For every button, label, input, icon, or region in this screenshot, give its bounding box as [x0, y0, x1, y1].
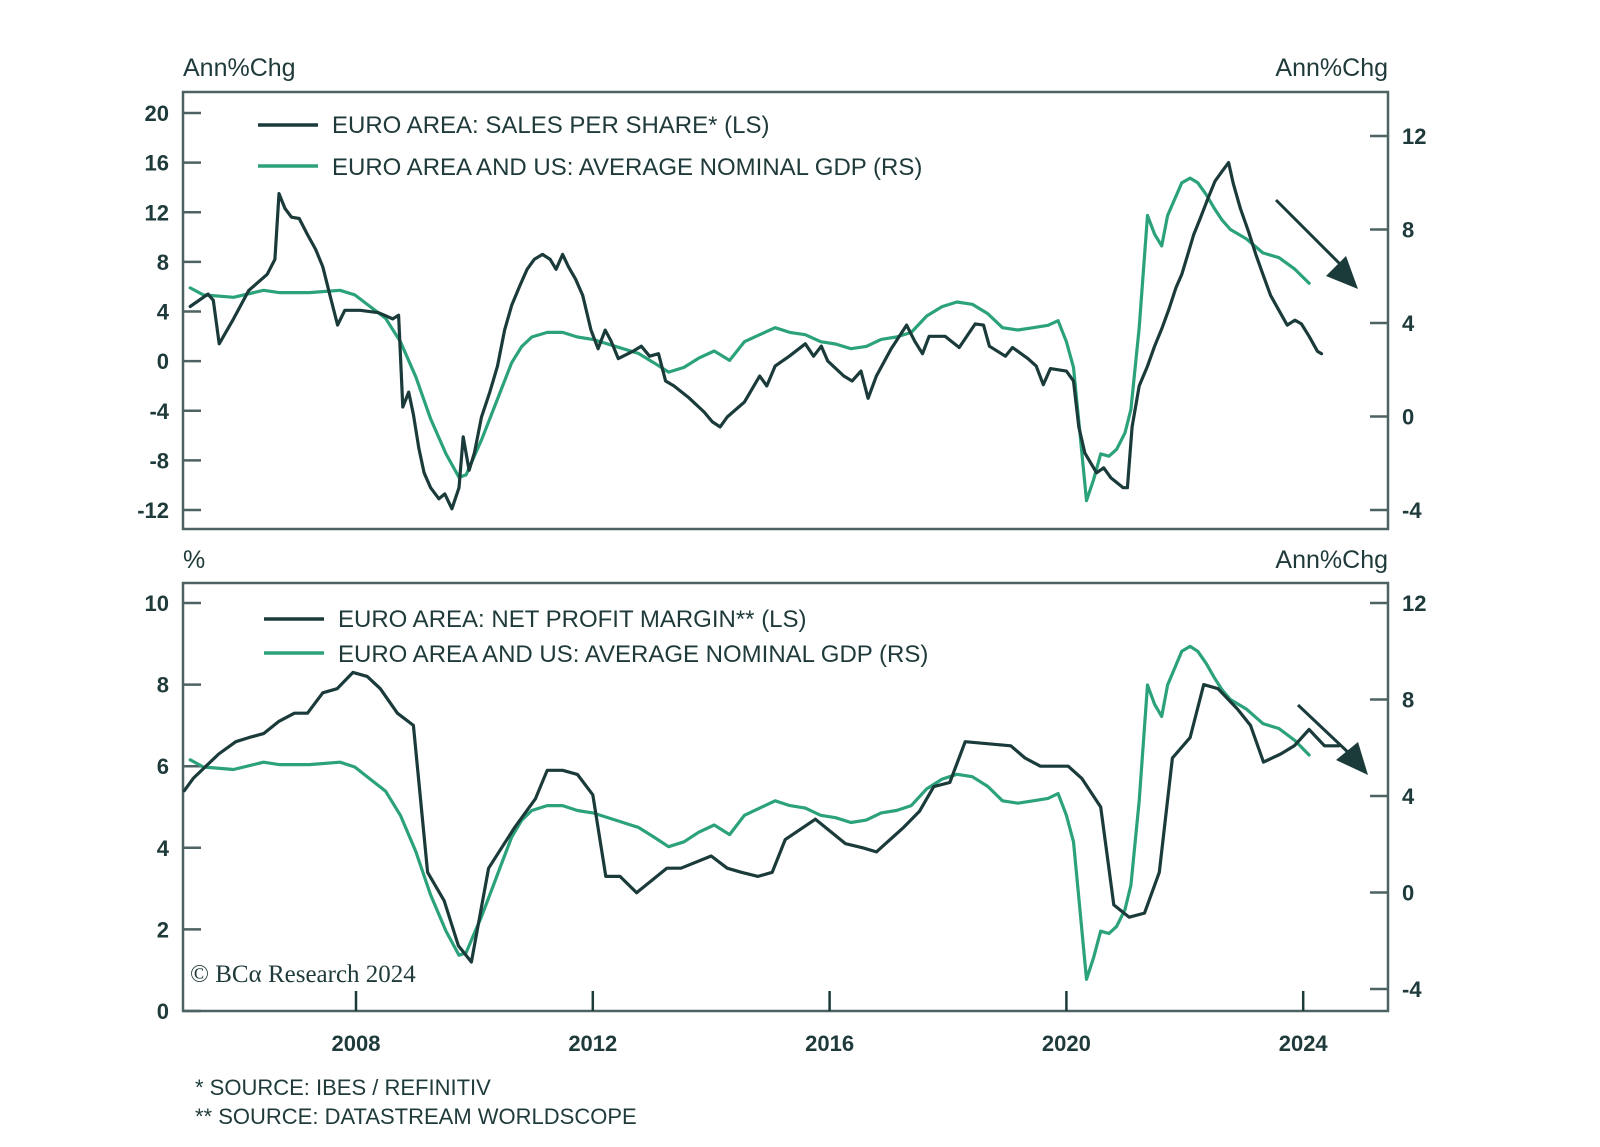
x-tick-label: 2012 — [568, 1031, 617, 1056]
top-left-ticks: 20 16 12 8 4 0 -4 -8 -12 — [137, 101, 201, 523]
left-tick-label: 20 — [145, 101, 169, 126]
left-tick-label: 16 — [145, 151, 169, 176]
footnote-ibes: * SOURCE: IBES / REFINITIV — [195, 1075, 491, 1100]
right-tick-label: 4 — [1402, 311, 1415, 336]
right-tick-label: 0 — [1402, 881, 1414, 906]
left-tick-label: 8 — [157, 250, 169, 275]
right-tick-label: -4 — [1402, 977, 1422, 1002]
right-tick-label: 4 — [1402, 784, 1415, 809]
bottom-left-axis-unit: % — [183, 546, 205, 574]
legend-label-sales-per-share: EURO AREA: SALES PER SHARE* (LS) — [332, 112, 769, 139]
legend-label-net-profit-margin: EURO AREA: NET PROFIT MARGIN** (LS) — [338, 606, 807, 633]
top-legend: EURO AREA: SALES PER SHARE* (LS) EURO AR… — [258, 112, 922, 181]
bottom-legend: EURO AREA: NET PROFIT MARGIN** (LS) EURO… — [264, 606, 928, 668]
top-right-axis-unit: Ann%Chg — [1275, 54, 1388, 82]
right-tick-label: 12 — [1402, 591, 1426, 616]
top-left-axis-unit: Ann%Chg — [183, 54, 296, 82]
left-tick-label: -8 — [149, 448, 169, 473]
x-tick-label: 2016 — [805, 1031, 854, 1056]
right-tick-label: 8 — [1402, 688, 1414, 713]
left-tick-label: -4 — [149, 399, 169, 424]
copyright-credit: © BCα Research 2024 — [190, 961, 416, 988]
right-tick-label: 8 — [1402, 218, 1414, 243]
series-line-rs — [188, 176, 1311, 503]
bottom-right-axis-unit: Ann%Chg — [1275, 546, 1388, 574]
left-tick-label: 6 — [157, 754, 169, 779]
top-panel: Ann%Chg Ann%Chg 20 16 12 8 4 0 -4 -8 -12 12 8 4 0 -4… — [137, 54, 1426, 531]
x-tick-label: 2008 — [332, 1031, 381, 1056]
x-tick-label: 2020 — [1042, 1031, 1091, 1056]
left-tick-label: 2 — [157, 917, 169, 942]
left-tick-label: 4 — [157, 836, 170, 861]
top-trend-arrow-icon — [1274, 198, 1358, 289]
series-line-ls — [188, 161, 1324, 511]
left-tick-label: 4 — [157, 300, 170, 325]
top-right-ticks: 12 8 4 0 -4 — [1370, 124, 1426, 523]
right-tick-label: -4 — [1402, 498, 1422, 523]
left-tick-label: 0 — [157, 999, 169, 1024]
right-tick-label: 0 — [1402, 405, 1414, 430]
bottom-series — [182, 644, 1341, 981]
series-line-rs — [188, 644, 1311, 981]
right-tick-label: 12 — [1402, 124, 1426, 149]
left-tick-label: 0 — [157, 349, 169, 374]
bottom-right-ticks: 12 8 4 0 -4 — [1370, 591, 1426, 1002]
left-tick-label: 12 — [145, 200, 169, 225]
bottom-trend-arrow-icon — [1296, 703, 1368, 775]
left-tick-label: 10 — [145, 591, 169, 616]
left-tick-label: 8 — [157, 673, 169, 698]
x-tick-label: 2024 — [1279, 1031, 1329, 1056]
x-axis-ticks: 2008 2012 2016 2020 2024 — [332, 991, 1329, 1056]
top-series — [188, 161, 1324, 511]
bottom-left-ticks: 10 8 6 4 2 0 — [145, 591, 201, 1024]
legend-label-nominal-gdp: EURO AREA AND US: AVERAGE NOMINAL GDP (R… — [332, 154, 922, 181]
series-line-ls — [182, 670, 1341, 964]
footnote-datastream: ** SOURCE: DATASTREAM WORLDSCOPE — [195, 1104, 637, 1129]
legend-label-nominal-gdp-bottom: EURO AREA AND US: AVERAGE NOMINAL GDP (R… — [338, 641, 928, 668]
left-tick-label: -12 — [137, 498, 169, 523]
